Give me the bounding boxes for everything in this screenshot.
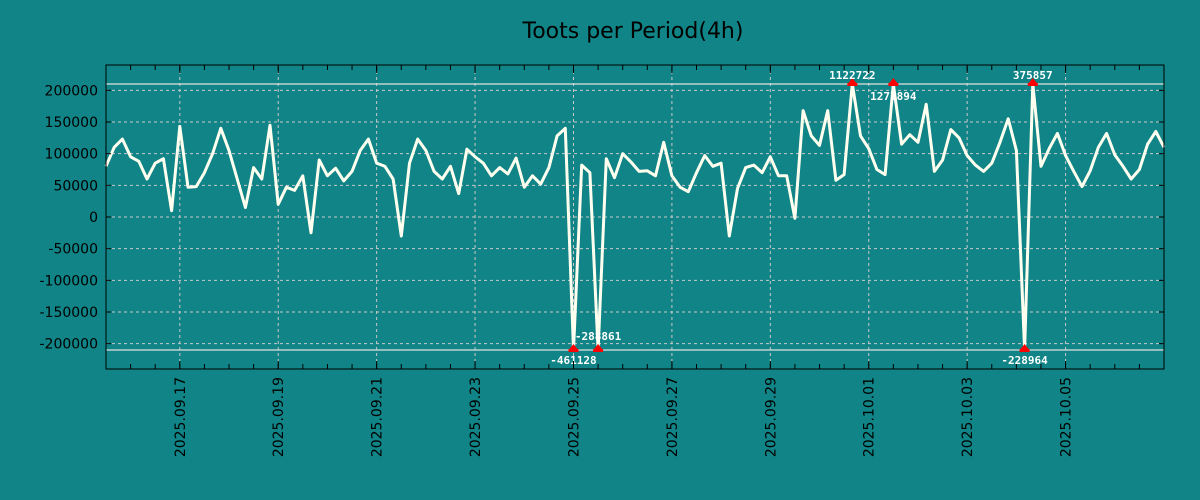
outlier-marker [888,83,899,86]
y-tick-label: 50000 [53,178,98,194]
outlier-label: 375857 [1013,69,1053,82]
clip-lines [106,83,1164,351]
x-tick-label: 2025.10.05 [1059,377,1075,457]
chart-title: Toots per Period(4h) [522,19,744,44]
x-tick-label: 2025.10.01 [862,377,878,457]
outlier-marker [848,78,857,83]
outlier-marker [569,344,578,349]
y-tick-label: -150000 [40,305,99,321]
x-tick-label: 2025.09.21 [370,377,386,457]
axes: 200000 150000 100000 50000 0 -50000 -100000 -15… [40,64,1165,457]
outlier-label: -228964 [1001,354,1048,367]
outlier-marker [593,349,604,352]
y-tick-label: -100000 [40,273,99,289]
x-tick-label: 2025.09.29 [763,377,779,457]
y-tick-label: 100000 [45,147,98,163]
outlier-label: 1122722 [829,69,875,82]
outlier-marker [847,83,858,86]
outlier-marker [1028,78,1037,83]
y-tick-label: 200000 [45,83,98,99]
series-line [104,82,1166,352]
y-tick-label: -200000 [40,337,99,353]
outlier-label: -288861 [575,330,622,343]
x-tick-label: 2025.09.25 [566,377,582,457]
grid [106,65,1164,369]
y-tick-label: 150000 [45,115,98,131]
outlier-marker [568,349,579,352]
x-tick-label: 2025.09.27 [665,377,681,457]
outlier-markers: -461128 -288861 1122722 1272894 -228964 37585… [550,69,1052,367]
outlier-marker [1020,344,1029,349]
y-tick-label: 0 [89,210,98,226]
outlier-marker [889,78,898,83]
x-tick-label: 2025.09.17 [173,377,189,457]
x-tick-label: 2025.10.03 [960,377,976,457]
outlier-label: -461128 [550,354,596,367]
outlier-marker [1027,83,1038,86]
outlier-marker [1019,349,1030,352]
series [104,82,1166,352]
x-tick-label: 2025.09.23 [468,377,484,457]
outlier-label: 1272894 [870,90,917,103]
outlier-marker [594,344,603,349]
y-tick-label: -50000 [48,242,98,258]
x-tick-label: 2025.09.19 [271,377,287,457]
